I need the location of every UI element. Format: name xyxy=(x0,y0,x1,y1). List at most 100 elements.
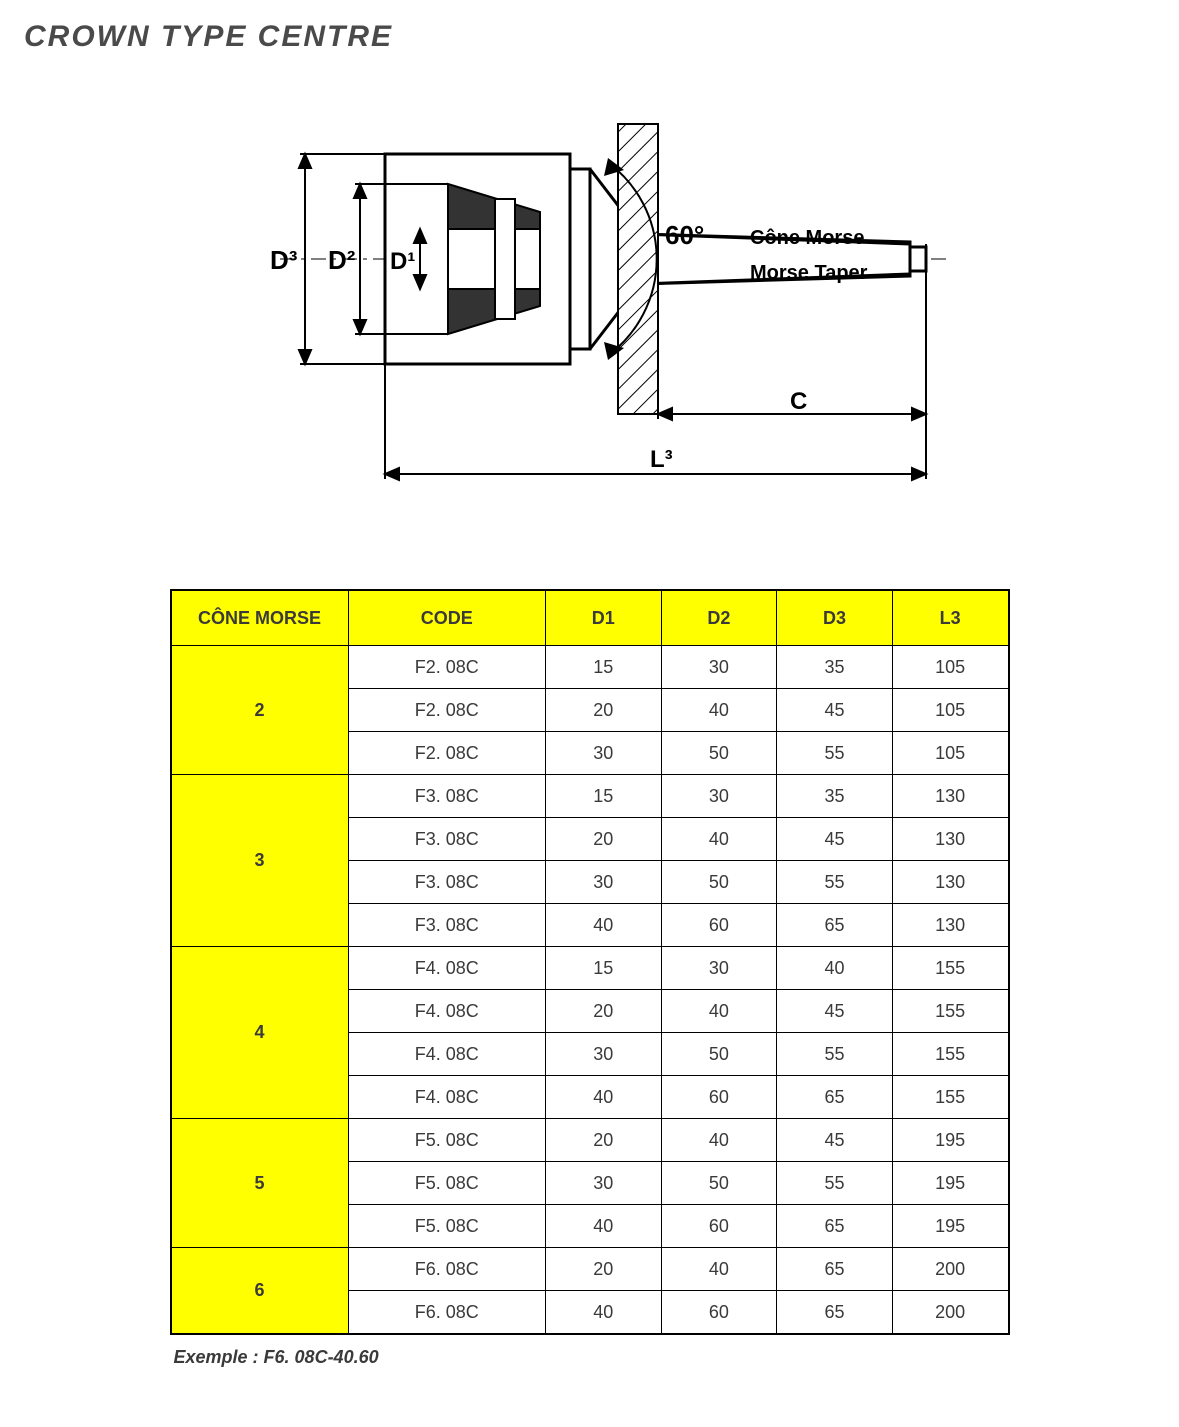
cell-l3: 130 xyxy=(892,818,1008,861)
cell-code: F3. 08C xyxy=(348,818,545,861)
table-row: 2F2. 08C153035105 xyxy=(171,646,1009,689)
cell-d3: 45 xyxy=(777,1119,893,1162)
cell-d2: 60 xyxy=(661,1291,777,1335)
cell-code: F4. 08C xyxy=(348,990,545,1033)
cell-d3: 65 xyxy=(777,1205,893,1248)
cell-code: F2. 08C xyxy=(348,732,545,775)
cell-d1: 20 xyxy=(545,818,661,861)
cell-l3: 105 xyxy=(892,689,1008,732)
cell-d3: 65 xyxy=(777,904,893,947)
cell-code: F4. 08C xyxy=(348,1076,545,1119)
cell-l3: 155 xyxy=(892,1033,1008,1076)
cell-d2: 40 xyxy=(661,1248,777,1291)
cell-d1: 15 xyxy=(545,775,661,818)
cell-l3: 195 xyxy=(892,1162,1008,1205)
cell-l3: 155 xyxy=(892,990,1008,1033)
cell-code: F3. 08C xyxy=(348,775,545,818)
cell-code: F3. 08C xyxy=(348,861,545,904)
table-row: 3F3. 08C153035130 xyxy=(171,775,1009,818)
cell-code: F6. 08C xyxy=(348,1248,545,1291)
cell-d1: 20 xyxy=(545,689,661,732)
example-text: Exemple : F6. 08C-40.60 xyxy=(174,1347,1010,1368)
cell-d1: 15 xyxy=(545,646,661,689)
th-morse: CÔNE MORSE xyxy=(171,590,349,646)
label-d1: D¹ xyxy=(390,248,415,275)
table-row: 6F6. 08C204065200 xyxy=(171,1248,1009,1291)
cell-d2: 60 xyxy=(661,1076,777,1119)
th-code: CODE xyxy=(348,590,545,646)
cell-d1: 30 xyxy=(545,861,661,904)
label-cone-en: Morse Taper xyxy=(750,262,868,284)
cell-d1: 20 xyxy=(545,1119,661,1162)
cell-code: F6. 08C xyxy=(348,1291,545,1335)
cell-d3: 40 xyxy=(777,947,893,990)
cell-d2: 50 xyxy=(661,861,777,904)
cell-d3: 35 xyxy=(777,775,893,818)
th-d3: D3 xyxy=(777,590,893,646)
cell-code: F3. 08C xyxy=(348,904,545,947)
cell-d2: 60 xyxy=(661,904,777,947)
cell-d3: 55 xyxy=(777,732,893,775)
cell-l3: 130 xyxy=(892,904,1008,947)
cell-d3: 65 xyxy=(777,1076,893,1119)
label-cone-fr: Cône Morse xyxy=(750,227,864,249)
cell-l3: 105 xyxy=(892,732,1008,775)
cell-d3: 45 xyxy=(777,818,893,861)
cell-code: F4. 08C xyxy=(348,947,545,990)
cell-l3: 105 xyxy=(892,646,1008,689)
cell-l3: 155 xyxy=(892,947,1008,990)
cell-d3: 45 xyxy=(777,689,893,732)
cell-code: F4. 08C xyxy=(348,1033,545,1076)
cell-d1: 40 xyxy=(545,1205,661,1248)
cell-l3: 200 xyxy=(892,1291,1008,1335)
th-l3: L3 xyxy=(892,590,1008,646)
cell-code: F5. 08C xyxy=(348,1119,545,1162)
label-l3: L³ xyxy=(650,446,673,473)
cell-d3: 55 xyxy=(777,1162,893,1205)
cell-d2: 30 xyxy=(661,947,777,990)
cell-d2: 50 xyxy=(661,1033,777,1076)
th-d1: D1 xyxy=(545,590,661,646)
cell-d1: 40 xyxy=(545,904,661,947)
cell-d2: 40 xyxy=(661,1119,777,1162)
cell-l3: 200 xyxy=(892,1248,1008,1291)
cell-d2: 30 xyxy=(661,646,777,689)
cell-d2: 60 xyxy=(661,1205,777,1248)
cell-d2: 50 xyxy=(661,732,777,775)
cell-d1: 30 xyxy=(545,732,661,775)
cell-d1: 20 xyxy=(545,990,661,1033)
cell-d2: 40 xyxy=(661,689,777,732)
label-angle: 60° xyxy=(665,220,704,250)
cell-d1: 40 xyxy=(545,1076,661,1119)
page-title: CROWN TYPE CENTRE xyxy=(24,20,1159,54)
th-d2: D2 xyxy=(661,590,777,646)
cell-d1: 30 xyxy=(545,1162,661,1205)
cell-l3: 130 xyxy=(892,775,1008,818)
cell-d1: 20 xyxy=(545,1248,661,1291)
cell-d1: 15 xyxy=(545,947,661,990)
cell-d1: 30 xyxy=(545,1033,661,1076)
table-row: 4F4. 08C153040155 xyxy=(171,947,1009,990)
cell-l3: 195 xyxy=(892,1119,1008,1162)
cell-code: F5. 08C xyxy=(348,1205,545,1248)
cell-d2: 30 xyxy=(661,775,777,818)
cell-d1: 40 xyxy=(545,1291,661,1335)
cell-code: F2. 08C xyxy=(348,689,545,732)
morse-cell: 6 xyxy=(171,1248,349,1335)
morse-cell: 3 xyxy=(171,775,349,947)
label-c: C xyxy=(790,388,807,415)
cell-l3: 155 xyxy=(892,1076,1008,1119)
cell-d2: 40 xyxy=(661,990,777,1033)
morse-cell: 4 xyxy=(171,947,349,1119)
label-d2: D² xyxy=(328,245,356,275)
table-row: 5F5. 08C204045195 xyxy=(171,1119,1009,1162)
cell-l3: 195 xyxy=(892,1205,1008,1248)
cell-d3: 55 xyxy=(777,861,893,904)
cell-d3: 35 xyxy=(777,646,893,689)
cell-d2: 40 xyxy=(661,818,777,861)
cell-d3: 65 xyxy=(777,1248,893,1291)
table-header-row: CÔNE MORSE CODE D1 D2 D3 L3 xyxy=(171,590,1009,646)
cell-code: F2. 08C xyxy=(348,646,545,689)
cell-code: F5. 08C xyxy=(348,1162,545,1205)
diagram: D³ D² D¹ 60° Cône Morse Morse Taper C L³ xyxy=(20,84,1159,529)
